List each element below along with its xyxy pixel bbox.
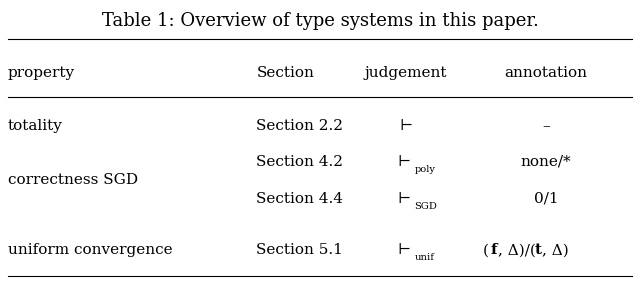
Text: none/*: none/* — [521, 155, 572, 169]
Text: Section: Section — [256, 66, 314, 80]
Text: ⊢: ⊢ — [397, 192, 411, 206]
Text: Table 1: Overview of type systems in this paper.: Table 1: Overview of type systems in thi… — [102, 12, 538, 30]
Text: SGD: SGD — [414, 202, 437, 211]
Text: totality: totality — [8, 119, 63, 133]
Text: ⊢: ⊢ — [397, 243, 411, 257]
Text: (: ( — [483, 243, 488, 257]
Text: Section 2.2: Section 2.2 — [256, 119, 343, 133]
Text: poly: poly — [414, 165, 435, 174]
Text: annotation: annotation — [505, 66, 588, 80]
Text: Section 4.4: Section 4.4 — [256, 192, 343, 206]
Text: –: – — [543, 119, 550, 133]
Text: Section 5.1: Section 5.1 — [256, 243, 343, 257]
Text: ⊢: ⊢ — [399, 119, 413, 133]
Text: 0/1: 0/1 — [534, 192, 559, 206]
Text: ⊢: ⊢ — [397, 155, 411, 169]
Text: , Δ): , Δ) — [542, 243, 569, 257]
Text: , Δ)/(: , Δ)/( — [499, 243, 536, 257]
Text: uniform convergence: uniform convergence — [8, 243, 172, 257]
Text: unif: unif — [414, 253, 435, 262]
Text: f: f — [491, 243, 497, 257]
Text: judgement: judgement — [365, 66, 447, 80]
Text: t: t — [535, 243, 541, 257]
Text: correctness SGD: correctness SGD — [8, 173, 138, 187]
Text: property: property — [8, 66, 75, 80]
Text: Section 4.2: Section 4.2 — [256, 155, 343, 169]
